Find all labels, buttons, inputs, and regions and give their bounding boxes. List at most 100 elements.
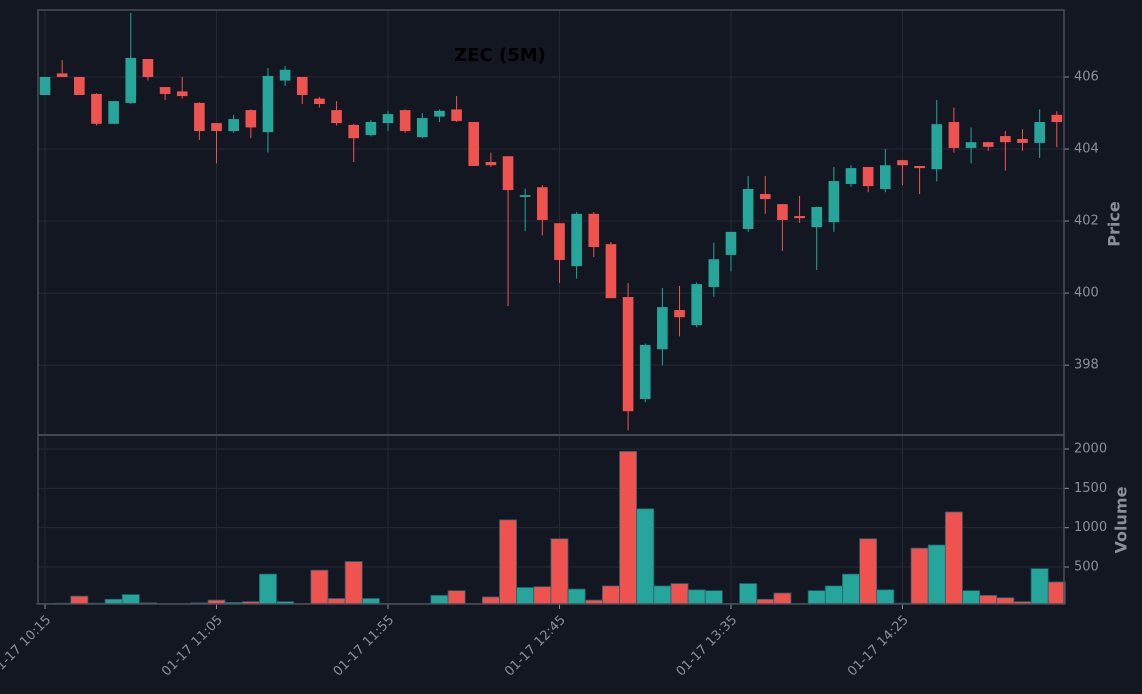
candle-body [194,102,205,132]
candle-body [519,195,531,197]
candle-body [159,87,171,94]
candle-body [725,231,737,255]
candle-body [314,98,325,105]
y-tick-label: 406 [1074,69,1099,84]
x-tick-label: 01-17 12:45 [502,613,569,680]
candle-body [605,244,617,299]
volume-tick-label: 1500 [1074,481,1107,496]
candle-body [228,119,239,132]
candle-body [485,161,497,166]
candle-body [56,73,68,77]
x-tick-label: 01-17 10:15 [0,613,54,680]
y-axis-label: Price [1105,201,1124,247]
candle-body [777,204,788,220]
candle-body [91,93,102,124]
volume-bar [824,585,843,605]
candle-body [502,156,514,191]
volume-bar [739,583,758,605]
candle-body [794,216,805,219]
volume-bar [842,573,860,605]
candle-body [639,344,651,399]
volume-bar [258,573,277,605]
candle-body [828,181,840,223]
volume-bar [807,590,826,605]
volume-bar [927,544,946,605]
candle-body [931,124,943,170]
volume-bar [327,598,346,605]
candle-body [262,75,274,133]
volume-bar [121,594,140,605]
candle-body [1017,138,1028,143]
volume-tick-label: 2000 [1074,442,1107,457]
volume-bar [979,594,998,605]
volume-bar [859,538,878,605]
volume-bar [344,561,363,605]
volume-bar [670,583,689,605]
candle-body [811,207,823,228]
candle-body [74,76,85,95]
candle-body [296,76,308,95]
volume-bar [70,595,89,605]
candle-body [845,168,857,184]
y-tick-label: 398 [1074,358,1099,373]
candle-body [571,213,582,267]
candle-body [245,110,257,128]
volume-bar [910,547,929,605]
volume-frame [37,434,1065,605]
volume-bar [361,598,380,605]
candle-body [862,167,874,187]
x-tick-label: 01-17 13:35 [674,613,741,680]
candle-body [39,76,51,95]
candle-body [382,114,394,124]
volume-bar [567,588,586,605]
candle-body [468,122,480,166]
candle-body [948,122,960,148]
volume-bar [876,589,895,605]
x-tick-label: 01-17 11:55 [331,613,398,680]
volume-bar [499,519,518,605]
volume-bar [550,538,569,605]
candle-body [142,58,154,77]
y-tick-label: 400 [1074,286,1099,301]
volume-axis-label: Volume [1112,486,1131,553]
candle-body [674,310,685,318]
candle-body [879,165,891,190]
y-tick-label: 404 [1074,142,1099,157]
candle-body [125,57,137,103]
volume-bar [944,511,963,605]
candle-body [742,189,754,229]
volume-bar [447,590,466,605]
candle-body [708,259,720,287]
candle-body [434,110,445,117]
candle-body [211,123,222,132]
candle-body [537,187,548,220]
candle-body [1000,136,1011,143]
volume-bar [996,597,1015,605]
volume-bar [1047,581,1066,605]
volume-tick-label: 1000 [1074,520,1107,535]
candle-body [1034,122,1045,143]
candle-body [451,109,462,121]
candle-body [622,297,634,412]
volume-bar [516,587,535,605]
volume-bar [1030,568,1049,605]
volume-bar [653,585,672,605]
volume-bar [533,586,552,605]
candle-body [897,160,908,166]
candle-body [914,165,925,169]
candle-body [399,110,411,132]
volume-bar [687,589,706,605]
candle-body [348,124,360,139]
volume-bar [636,508,655,605]
volume-bar [601,585,620,605]
volume-tick-label: 500 [1074,560,1099,575]
candle-body [759,194,771,200]
x-tick-label: 01-17 14:25 [845,613,912,680]
candle-body [657,307,668,350]
volume-bar [310,569,329,605]
x-tick-label: 01-17 11:05 [159,613,226,680]
price-frame [37,9,1065,436]
candle-body [176,91,188,97]
candle-body [982,142,994,147]
